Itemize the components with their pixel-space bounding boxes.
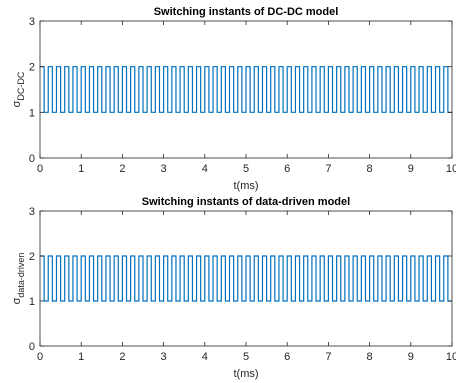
y-axis-label: σDC-DC [11,71,26,107]
x-tick-label: 0 [37,163,43,175]
series-line [40,255,452,302]
series-line [40,66,452,113]
x-tick-label: 5 [243,163,249,175]
x-tick-label: 9 [408,163,414,175]
y-tick-label: 2 [29,251,35,263]
y-tick-label: 0 [29,341,35,353]
x-tick-label: 3 [161,163,167,175]
x-tick-label: 2 [119,163,125,175]
x-tick-label: 0 [37,351,43,363]
x-tick-label: 8 [367,163,373,175]
x-tick-label: 2 [119,351,125,363]
x-tick-label: 9 [408,351,414,363]
x-tick-label: 5 [243,351,249,363]
x-tick-label: 8 [367,351,373,363]
x-tick-label: 7 [325,163,331,175]
x-axis-label: t(ms) [233,180,258,192]
x-tick-label: 6 [284,351,290,363]
x-tick-label: 3 [161,351,167,363]
chart-title: Switching instants of data-driven model [142,196,350,208]
subplot-data-driven: Switching instants of data-driven model 0… [11,196,456,380]
x-tick-label: 7 [325,351,331,363]
x-axis-label: t(ms) [233,368,258,380]
x-tick-label: 6 [284,163,290,175]
y-tick-label: 1 [29,107,35,119]
y-axis-subscript: data-driven [16,253,26,298]
x-tick-label: 10 [446,163,456,175]
y-axis-label: σdata-driven [11,253,26,305]
y-tick-label: 2 [29,62,35,74]
x-tick-label: 10 [446,351,456,363]
x-tick-label: 1 [78,163,84,175]
x-tick-label: 4 [202,351,208,363]
y-tick-label: 3 [29,206,35,218]
x-tick-label: 4 [202,163,208,175]
chart-title: Switching instants of DC-DC model [154,6,339,18]
subplot-dc-dc: Switching instants of DC-DC model 0 1 2 3 4 5 6… [11,6,456,192]
y-axis-symbol: σ [11,297,23,304]
x-tick-label: 1 [78,351,84,363]
y-tick-label: 1 [29,296,35,308]
y-tick-label: 0 [29,153,35,165]
y-axis-symbol: σ [11,100,23,107]
y-tick-label: 3 [29,16,35,28]
y-axis-subscript: DC-DC [16,71,26,100]
